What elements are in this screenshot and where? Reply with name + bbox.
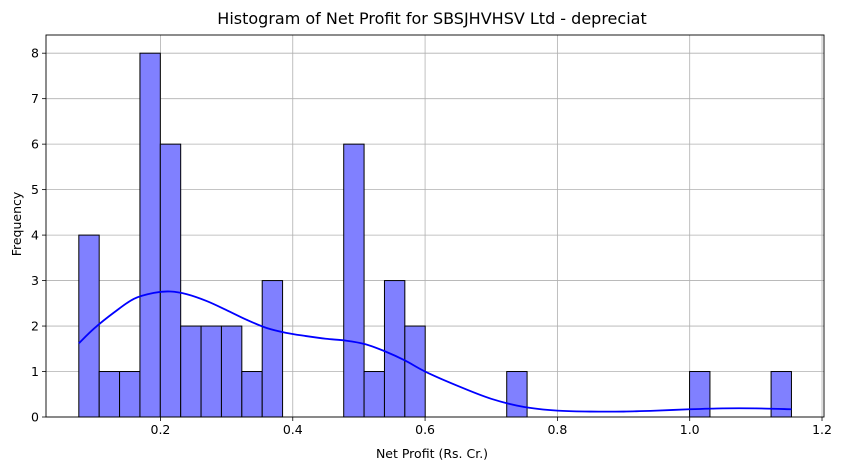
histogram-bar	[343, 143, 365, 418]
y-axis-ticks: 0 1 2 3 4 5 6 7 8	[31, 46, 46, 425]
y-tick-label: 2	[31, 319, 39, 334]
plot-frame	[45, 34, 825, 418]
chart-title: Histogram of Net Profit for SBSJHVHSV Lt…	[217, 9, 646, 28]
histogram-bar	[139, 52, 161, 418]
y-tick-label: 8	[31, 46, 39, 61]
histogram-bar	[119, 371, 141, 418]
y-tick-label: 6	[31, 137, 39, 152]
x-tick-label: 1.0	[680, 422, 700, 437]
y-tick-label: 3	[31, 273, 39, 288]
x-axis-ticks: 0.2 0.4 0.6 0.8 1.0 1.2	[151, 417, 832, 437]
y-tick-label: 0	[31, 410, 39, 425]
histogram-bar	[506, 371, 528, 418]
histogram-bar	[159, 143, 182, 418]
kde-line	[78, 290, 792, 413]
y-tick-label: 4	[31, 228, 39, 243]
histogram-bar	[98, 371, 121, 418]
x-tick-label: 0.4	[283, 422, 303, 437]
histogram-bar	[241, 371, 263, 418]
x-tick-label: 0.8	[547, 422, 567, 437]
y-axis-label: Frequency	[9, 191, 24, 256]
histogram-bar	[180, 325, 202, 418]
histogram-bar	[261, 280, 284, 418]
x-tick-label: 1.2	[812, 422, 832, 437]
x-tick-label: 0.6	[415, 422, 435, 437]
y-tick-label: 7	[31, 91, 39, 106]
histogram-bar	[200, 325, 222, 418]
kde-curve-group	[78, 290, 792, 413]
histogram-bars	[78, 52, 792, 418]
y-tick-label: 1	[31, 364, 39, 379]
histogram-bar	[770, 371, 792, 418]
x-axis-label: Net Profit (Rs. Cr.)	[376, 446, 488, 461]
histogram-bar	[404, 325, 426, 418]
histogram-bar	[689, 371, 711, 418]
histogram-bar	[363, 371, 385, 418]
y-tick-label: 5	[31, 182, 39, 197]
histogram-bar	[220, 325, 243, 418]
x-tick-label: 0.2	[151, 422, 171, 437]
histogram-bar	[383, 280, 406, 418]
